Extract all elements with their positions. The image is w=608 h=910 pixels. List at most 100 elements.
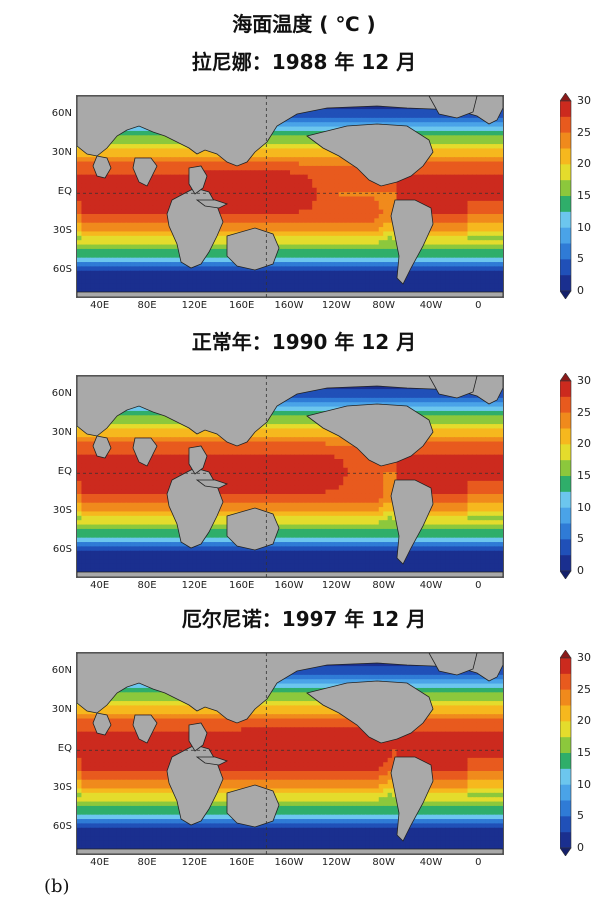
sst-cell xyxy=(90,240,96,246)
sst-cell xyxy=(134,152,140,158)
sst-cell xyxy=(463,196,469,202)
sst-cell xyxy=(498,113,503,119)
sst-cell xyxy=(485,165,491,171)
sst-cell xyxy=(307,179,313,184)
sst-cell xyxy=(267,148,273,154)
sst-cell xyxy=(85,240,91,246)
sst-cell xyxy=(294,393,300,399)
sst-cell xyxy=(316,152,322,158)
sst-cell xyxy=(232,187,238,193)
sst-cell xyxy=(276,218,282,224)
sst-cell xyxy=(325,109,331,115)
sst-cell xyxy=(361,240,367,246)
sst-cell xyxy=(223,222,229,228)
sst-cell xyxy=(294,144,300,150)
sst-cell xyxy=(130,270,136,276)
sst-cell xyxy=(236,170,242,176)
sst-cell xyxy=(316,218,322,224)
sst-cell xyxy=(294,157,300,163)
sst-cell xyxy=(338,179,344,184)
sst-cell xyxy=(321,393,327,399)
sst-cell xyxy=(254,279,260,285)
sst-cell xyxy=(276,275,282,281)
sst-cell xyxy=(227,266,233,272)
sst-cell xyxy=(250,187,256,193)
sst-cell xyxy=(489,148,495,154)
sst-cell xyxy=(392,235,398,241)
sst-cell xyxy=(121,165,127,171)
sst-cell xyxy=(414,113,420,119)
sst-cell xyxy=(405,179,411,184)
sst-cell xyxy=(267,187,273,193)
sst-cell xyxy=(449,218,455,224)
sst-cell xyxy=(210,266,216,272)
sst-cell xyxy=(245,179,251,184)
sst-cell xyxy=(241,279,247,285)
sst-cell xyxy=(449,270,455,276)
sst-cell xyxy=(383,209,389,215)
sst-cell xyxy=(236,218,242,224)
sst-cell xyxy=(161,161,167,167)
sst-cell xyxy=(116,192,122,198)
sst-cell xyxy=(245,187,251,193)
sst-cell xyxy=(77,183,83,189)
sst-cell xyxy=(316,235,322,241)
sst-cell xyxy=(161,248,167,254)
sst-cell xyxy=(143,152,149,158)
sst-cell xyxy=(471,205,477,211)
sst-cell xyxy=(303,144,309,150)
sst-cell xyxy=(134,218,140,224)
sst-cell xyxy=(449,130,455,136)
sst-cell xyxy=(227,213,233,219)
sst-cell xyxy=(494,170,500,176)
sst-cell xyxy=(312,165,318,171)
sst-cell xyxy=(214,170,220,176)
sst-cell xyxy=(245,270,251,276)
sst-cell xyxy=(272,209,278,215)
sst-cell xyxy=(427,279,433,285)
sst-cell xyxy=(219,235,225,241)
sst-cell xyxy=(99,244,105,250)
sst-cell xyxy=(325,235,331,241)
sst-cell xyxy=(263,192,269,198)
sst-cell xyxy=(445,283,451,289)
sst-cell xyxy=(205,161,211,167)
sst-cell xyxy=(365,240,371,246)
sst-cell xyxy=(409,283,415,289)
sst-cell xyxy=(263,213,269,219)
sst-cell xyxy=(90,231,96,237)
sst-cell xyxy=(116,170,122,176)
sst-cell xyxy=(214,187,220,193)
sst-cell xyxy=(298,165,304,171)
sst-cell xyxy=(361,109,367,115)
sst-cell xyxy=(125,170,131,176)
sst-cell xyxy=(498,161,503,167)
sst-cell xyxy=(210,174,216,180)
sst-cell xyxy=(489,200,495,206)
sst-cell xyxy=(156,152,162,158)
sst-cell xyxy=(245,165,251,171)
sst-cell xyxy=(112,270,118,276)
sst-cell xyxy=(267,200,273,206)
sst-cell xyxy=(445,135,451,141)
sst-cell xyxy=(303,288,309,294)
sst-cell xyxy=(387,205,393,211)
sst-cell xyxy=(267,205,273,211)
sst-cell xyxy=(321,200,327,206)
sst-cell xyxy=(476,240,482,246)
sst-cell xyxy=(121,135,127,141)
sst-cell xyxy=(414,126,420,132)
sst-cell xyxy=(361,227,367,233)
sst-cell xyxy=(436,248,442,254)
sst-cell xyxy=(325,218,331,224)
sst-cell xyxy=(338,174,344,180)
sst-cell xyxy=(414,262,420,268)
sst-cell xyxy=(152,257,158,263)
sst-cell xyxy=(227,262,233,268)
sst-cell xyxy=(321,209,327,215)
sst-cell xyxy=(480,218,486,224)
sst-cell xyxy=(290,165,296,171)
sst-cell xyxy=(152,187,158,193)
sst-cell xyxy=(440,157,446,163)
sst-cell xyxy=(214,196,220,202)
